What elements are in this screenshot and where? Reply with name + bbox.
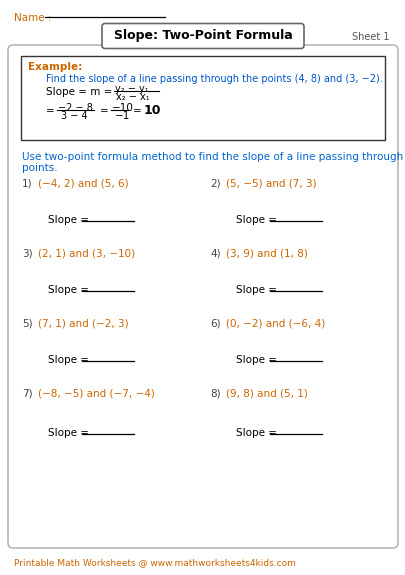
Text: Slope =: Slope = (48, 285, 89, 295)
Text: Printable Math Worksheets @ www.mathworksheets4kids.com: Printable Math Worksheets @ www.mathwork… (14, 558, 295, 567)
Text: 10: 10 (144, 104, 161, 117)
Text: (5, −5) and (7, 3): (5, −5) and (7, 3) (226, 178, 316, 188)
Text: Example:: Example: (28, 62, 82, 72)
Text: (7, 1) and (−2, 3): (7, 1) and (−2, 3) (38, 318, 128, 328)
Text: 3): 3) (22, 248, 32, 258)
Text: Slope =: Slope = (48, 428, 89, 438)
Text: 2): 2) (209, 178, 220, 188)
Text: (−4, 2) and (5, 6): (−4, 2) and (5, 6) (38, 178, 128, 188)
Text: Use two-point formula method to find the slope of a line passing through the giv: Use two-point formula method to find the… (22, 152, 405, 162)
Text: Slope =: Slope = (235, 428, 276, 438)
Text: 4): 4) (209, 248, 220, 258)
Text: (3, 9) and (1, 8): (3, 9) and (1, 8) (226, 248, 307, 258)
Text: 5): 5) (22, 318, 32, 328)
Text: Slope =: Slope = (48, 355, 89, 365)
Text: Slope =: Slope = (235, 355, 276, 365)
Text: Slope = m =: Slope = m = (46, 87, 112, 97)
Text: =: = (133, 106, 141, 116)
Text: Name :: Name : (14, 13, 51, 23)
Text: 7): 7) (22, 388, 32, 398)
Text: y₂ − y₁: y₂ − y₁ (115, 84, 148, 94)
Text: 8): 8) (209, 388, 220, 398)
Text: 6): 6) (209, 318, 220, 328)
Text: =: = (46, 106, 55, 116)
Text: −2 − 8: −2 − 8 (58, 103, 93, 113)
Text: Slope =: Slope = (48, 215, 89, 225)
Text: x₂ − x₁: x₂ − x₁ (116, 92, 149, 102)
Text: (9, 8) and (5, 1): (9, 8) and (5, 1) (226, 388, 307, 398)
Text: −10: −10 (112, 103, 134, 113)
Text: (−8, −5) and (−7, −4): (−8, −5) and (−7, −4) (38, 388, 154, 398)
Text: =: = (100, 106, 109, 116)
Text: 3 − 4: 3 − 4 (61, 111, 87, 121)
Text: Slope: Two-Point Formula: Slope: Two-Point Formula (113, 29, 292, 43)
FancyBboxPatch shape (8, 45, 397, 548)
Text: (2, 1) and (3, −10): (2, 1) and (3, −10) (38, 248, 135, 258)
Text: 1): 1) (22, 178, 32, 188)
Text: Sheet 1: Sheet 1 (351, 32, 388, 42)
Text: (0, −2) and (−6, 4): (0, −2) and (−6, 4) (226, 318, 324, 328)
Text: Slope =: Slope = (235, 285, 276, 295)
FancyBboxPatch shape (21, 56, 384, 140)
Text: Find the slope of a line passing through the points (4, 8) and (3, −2).: Find the slope of a line passing through… (46, 74, 382, 84)
FancyBboxPatch shape (102, 24, 303, 48)
Text: Slope =: Slope = (235, 215, 276, 225)
Text: −1: −1 (115, 111, 130, 121)
Text: points.: points. (22, 163, 58, 173)
